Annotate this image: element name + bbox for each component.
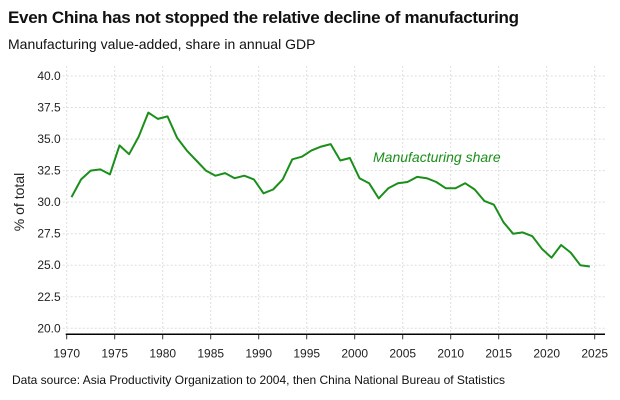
y-tick-label: 35.0 bbox=[37, 132, 61, 146]
x-tick-label: 1995 bbox=[293, 346, 320, 360]
data-source-note: Data source: Asia Productivity Organizat… bbox=[12, 373, 505, 387]
chart-title: Even China has not stopped the relative … bbox=[8, 8, 519, 27]
series-label: Manufacturing share bbox=[373, 149, 501, 165]
x-tick-label: 2005 bbox=[389, 346, 416, 360]
y-tick-label: 22.5 bbox=[37, 290, 61, 304]
x-tick-label: 2020 bbox=[533, 346, 560, 360]
chart-subtitle: Manufacturing value-added, share in annu… bbox=[8, 36, 316, 52]
y-tick-label: 20.0 bbox=[37, 321, 61, 335]
y-tick-label: 25.0 bbox=[37, 258, 61, 272]
x-tick-label: 1985 bbox=[197, 346, 224, 360]
x-tick-label: 2010 bbox=[437, 346, 464, 360]
y-axis-label: % of total bbox=[11, 173, 27, 231]
x-tick-label: 2000 bbox=[341, 346, 368, 360]
x-tick-label: 2015 bbox=[485, 346, 512, 360]
x-tick-label: 1970 bbox=[53, 346, 80, 360]
x-tick-label: 2025 bbox=[581, 346, 608, 360]
y-tick-label: 30.0 bbox=[37, 195, 61, 209]
x-tick-label: 1975 bbox=[101, 346, 128, 360]
series-line bbox=[70, 111, 591, 268]
y-tick-label: 37.5 bbox=[37, 101, 61, 115]
y-tick-label: 40.0 bbox=[37, 69, 61, 83]
x-tick-label: 1980 bbox=[149, 346, 176, 360]
y-tick-label: 32.5 bbox=[37, 164, 61, 178]
y-tick-label: 27.5 bbox=[37, 227, 61, 241]
x-tick-label: 1990 bbox=[245, 346, 272, 360]
